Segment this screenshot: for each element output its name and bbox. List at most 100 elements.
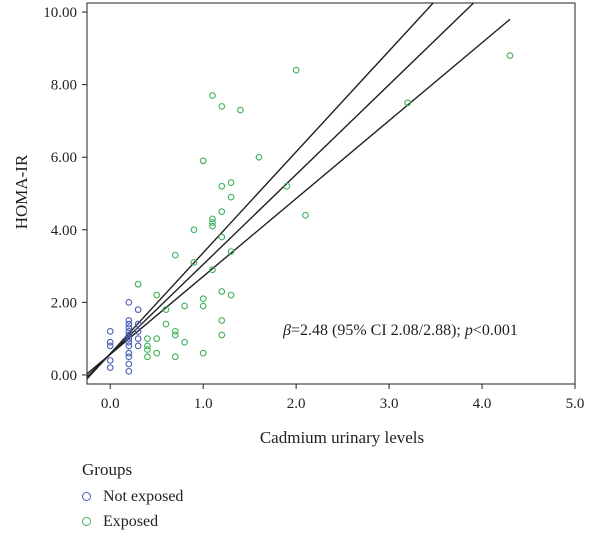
x-axis-title: Cadmium urinary levels [260, 428, 424, 447]
y-tick-label: 4.00 [51, 223, 77, 239]
point-exposed [162, 306, 170, 313]
point-exposed [199, 157, 207, 165]
x-tick-label: 0.0 [101, 396, 120, 412]
point-exposed [218, 331, 226, 339]
point-exposed [227, 179, 235, 186]
point-not-exposed [134, 320, 142, 328]
legend-label-not-exposed: Not exposed [103, 487, 184, 505]
point-exposed [209, 222, 216, 230]
point-not-exposed [125, 331, 133, 339]
point-not-exposed [106, 342, 114, 350]
point-not-exposed [125, 299, 133, 306]
legend-label-exposed: Exposed [103, 512, 159, 530]
beta-symbol: β [282, 322, 291, 339]
x-tick-label: 1.0 [194, 396, 213, 412]
point-exposed [292, 66, 300, 74]
point-not-exposed [125, 342, 133, 350]
point-not-exposed [134, 342, 142, 350]
y-tick-label: 8.00 [51, 78, 77, 94]
point-exposed [218, 182, 226, 190]
point-not-exposed [106, 357, 114, 364]
point-exposed [218, 317, 226, 324]
point-not-exposed [106, 338, 114, 346]
point-not-exposed [125, 317, 133, 324]
data-points [106, 52, 514, 375]
y-tick-label: 10.00 [43, 5, 77, 21]
point-exposed [218, 288, 226, 295]
point-not-exposed [125, 349, 133, 357]
point-not-exposed [134, 306, 142, 313]
point-exposed [144, 335, 151, 342]
regression-annotation: β=2.48 (95% CI 2.08/2.88); p<0.001 [282, 322, 518, 339]
point-exposed [218, 103, 226, 110]
plot-frame [86, 2, 576, 385]
point-exposed [237, 106, 244, 114]
point-not-exposed [134, 335, 142, 342]
point-exposed [171, 251, 179, 259]
point-exposed [144, 346, 151, 353]
point-exposed [144, 342, 151, 350]
point-exposed [144, 353, 151, 361]
point-not-exposed [125, 353, 133, 361]
point-exposed [404, 99, 412, 107]
y-tick-label: 2.00 [51, 295, 77, 311]
point-exposed [302, 211, 309, 219]
point-exposed [227, 193, 235, 201]
y-axis-title: HOMA-IR [12, 154, 31, 229]
legend-marker-exposed [82, 517, 91, 526]
point-exposed [171, 331, 179, 339]
y-tick-label: 6.00 [51, 150, 77, 166]
point-not-exposed [125, 335, 133, 342]
point-exposed [199, 295, 207, 303]
point-exposed [134, 280, 142, 288]
point-not-exposed [125, 320, 133, 328]
point-not-exposed [125, 324, 133, 332]
x-axis-ticks: 0.0 1.0 2.0 3.0 4.0 5.0 [101, 384, 585, 412]
legend-item-not-exposed: Not exposed [82, 484, 183, 509]
point-exposed [209, 219, 216, 226]
point-exposed [171, 353, 179, 361]
point-exposed [199, 349, 207, 357]
point-exposed [162, 320, 170, 328]
point-exposed [199, 302, 207, 310]
legend-item-exposed: Exposed [82, 509, 183, 534]
point-not-exposed [106, 328, 114, 335]
x-tick-label: 4.0 [473, 396, 492, 412]
point-exposed [227, 291, 235, 299]
point-exposed [255, 153, 263, 161]
legend: Groups Not exposed Exposed [82, 460, 183, 534]
x-tick-label: 5.0 [566, 396, 585, 412]
beta-text: =2.48 (95% CI 2.08/2.88); [291, 322, 465, 339]
point-exposed [209, 92, 216, 99]
point-exposed [153, 291, 161, 299]
fit-line-lower [87, 18, 511, 375]
point-not-exposed [106, 364, 114, 372]
p-symbol: p [464, 322, 473, 339]
fit-line-mid [87, 3, 475, 378]
point-exposed [283, 182, 291, 190]
point-exposed [506, 52, 514, 59]
point-exposed [190, 226, 198, 234]
legend-title: Groups [82, 460, 133, 479]
point-exposed [209, 266, 216, 274]
point-not-exposed [125, 367, 133, 375]
fit-line-upper [87, 3, 435, 380]
y-tick-label: 0.00 [51, 368, 77, 384]
x-tick-label: 2.0 [287, 396, 306, 412]
point-exposed [181, 302, 188, 310]
point-exposed [227, 248, 235, 255]
point-not-exposed [125, 328, 133, 335]
point-exposed [190, 259, 198, 266]
x-tick-label: 3.0 [380, 396, 399, 412]
p-text: <0.001 [473, 322, 518, 339]
point-exposed [218, 233, 226, 241]
point-not-exposed [125, 360, 133, 368]
point-exposed [181, 338, 188, 346]
point-exposed [171, 328, 179, 335]
scatter-chart: 0.0 1.0 2.0 3.0 4.0 5.0 0.00 2.00 4.00 6.00 8.00 1… [12, 2, 585, 447]
point-not-exposed [134, 328, 142, 335]
y-axis-ticks: 0.00 2.00 4.00 6.00 8.00 10.00 [43, 5, 87, 384]
point-exposed [218, 208, 226, 215]
legend-marker-not-exposed [82, 492, 91, 501]
point-exposed [153, 349, 161, 357]
